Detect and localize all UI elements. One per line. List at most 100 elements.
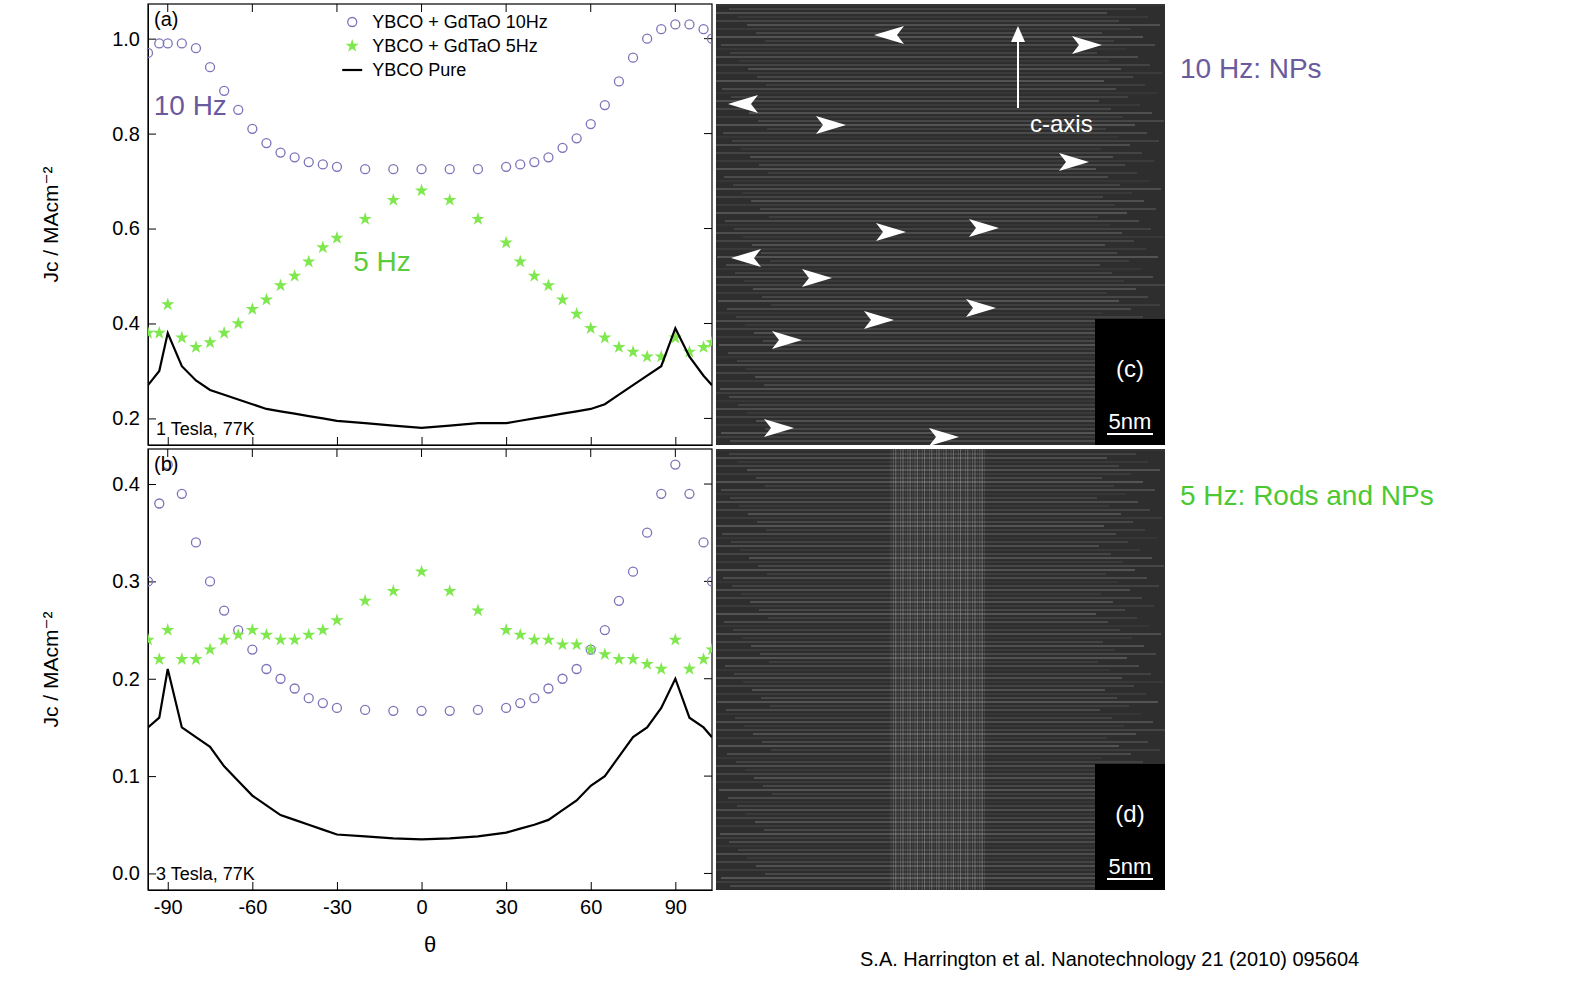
x-tick-mark (337, 437, 338, 445)
data-point (189, 652, 202, 665)
condition-label: 3 Tesla, 77K (156, 864, 255, 884)
lattice-fringe (733, 184, 1120, 185)
data-point (332, 703, 341, 712)
data-point (288, 633, 301, 646)
lattice-fringe (716, 268, 1141, 269)
y-tick-label: 0.4 (112, 312, 140, 334)
x-tick-mark-top (252, 4, 253, 12)
y-tick-mark-right (704, 418, 712, 419)
lattice-fringe (716, 92, 1157, 93)
lattice-fringe (730, 52, 1097, 53)
y-tick-label: 0.2 (112, 668, 140, 690)
nanorod-fringe (927, 449, 928, 890)
lattice-fringe (716, 416, 1118, 417)
data-point (246, 623, 259, 636)
x-tick-mark-top (336, 449, 337, 457)
legend-label: YBCO + GdTaO 5Hz (372, 36, 538, 56)
nanorod-fringe (967, 449, 968, 890)
chart-panel: 0.20.40.60.81.0Jc / MAcm⁻²(a)1 Tesla, 77… (39, 4, 719, 446)
lattice-fringe (716, 589, 1130, 590)
lattice-fringe (716, 605, 1154, 606)
lattice-fringe (716, 657, 1127, 658)
data-point (175, 652, 188, 665)
lattice-fringe (718, 300, 1119, 301)
nanorod-fringe (922, 449, 923, 890)
lattice-fringe (730, 885, 1154, 886)
lattice-fringe (745, 769, 1155, 770)
data-point (161, 623, 174, 636)
data-point (246, 302, 259, 315)
nanorod-fringe (898, 449, 899, 890)
lattice-fringe (727, 308, 1131, 309)
data-point (598, 647, 611, 660)
lattice-fringe (717, 701, 1158, 702)
y-tick-mark (148, 323, 156, 324)
lattice-fringe (746, 368, 1116, 369)
lattice-fringe (716, 625, 1149, 626)
arrowhead (864, 311, 894, 329)
lattice-fringe (726, 264, 1100, 265)
x-axis-title: θ (424, 932, 436, 957)
axis-arrow (1017, 40, 1019, 108)
data-point (274, 278, 287, 291)
x-tick-mark (506, 882, 507, 890)
lattice-fringe (751, 200, 1144, 201)
lattice-fringe (771, 304, 1160, 305)
y-tick: 0.1 (112, 765, 156, 787)
data-point (148, 633, 155, 646)
legend-swatch (346, 39, 359, 52)
data-point (626, 345, 639, 358)
nanorod-fringe (910, 449, 911, 890)
lattice-fringe (716, 188, 1161, 189)
lattice-fringe (716, 737, 1107, 738)
lattice-fringe (737, 805, 1104, 806)
data-point (217, 326, 230, 339)
lattice-fringe (723, 577, 1147, 578)
data-point (163, 39, 172, 48)
data-point (445, 706, 454, 715)
data-point (260, 293, 273, 306)
y-tick-label: 0.3 (112, 570, 140, 592)
lattice-fringe (716, 693, 1146, 694)
y-tick-mark (148, 418, 156, 419)
legend-entry: YBCO + GdTaO 5Hz (346, 36, 538, 56)
lattice-fringe (716, 276, 1153, 277)
data-point (191, 538, 200, 547)
annotation: 10 Hz (154, 90, 227, 121)
y-tick-mark-right (704, 873, 712, 874)
lattice-fringe (729, 841, 1123, 842)
y-tick-mark (148, 776, 156, 777)
nanorod-fringe (960, 449, 961, 890)
x-tick: -60 (238, 882, 267, 918)
data-point (626, 652, 639, 665)
lattice-fringe (736, 316, 1143, 317)
side-note: 10 Hz: NPs (1180, 53, 1322, 84)
lattice-fringe (716, 713, 1141, 714)
lattice-fringe (757, 521, 1133, 522)
data-point (358, 212, 371, 225)
x-axis-line (149, 445, 713, 446)
data-point (153, 652, 166, 665)
nanorod-fringe (934, 449, 935, 890)
nanorod-fringe (912, 449, 913, 890)
legend-swatch (348, 18, 357, 27)
y-tick-mark-right (704, 133, 712, 134)
lattice-fringe (716, 248, 1146, 249)
lattice-fringe (716, 757, 1102, 758)
nanorod-fringe (917, 449, 918, 890)
scale-bar (1107, 878, 1153, 880)
data-point (612, 652, 625, 665)
data-point (643, 34, 652, 43)
data-point (598, 331, 611, 344)
lattice-fringe (716, 36, 1143, 37)
y-tick-mark (148, 679, 156, 680)
data-point (330, 231, 343, 244)
lattice-fringe (716, 72, 1162, 73)
arrowhead (772, 331, 802, 349)
nanorod-fringe (891, 449, 892, 890)
data-point (189, 340, 202, 353)
data-point (389, 706, 398, 715)
x-tick: 30 (496, 882, 518, 918)
lattice-fringe (747, 857, 1147, 858)
data-point (443, 584, 456, 597)
